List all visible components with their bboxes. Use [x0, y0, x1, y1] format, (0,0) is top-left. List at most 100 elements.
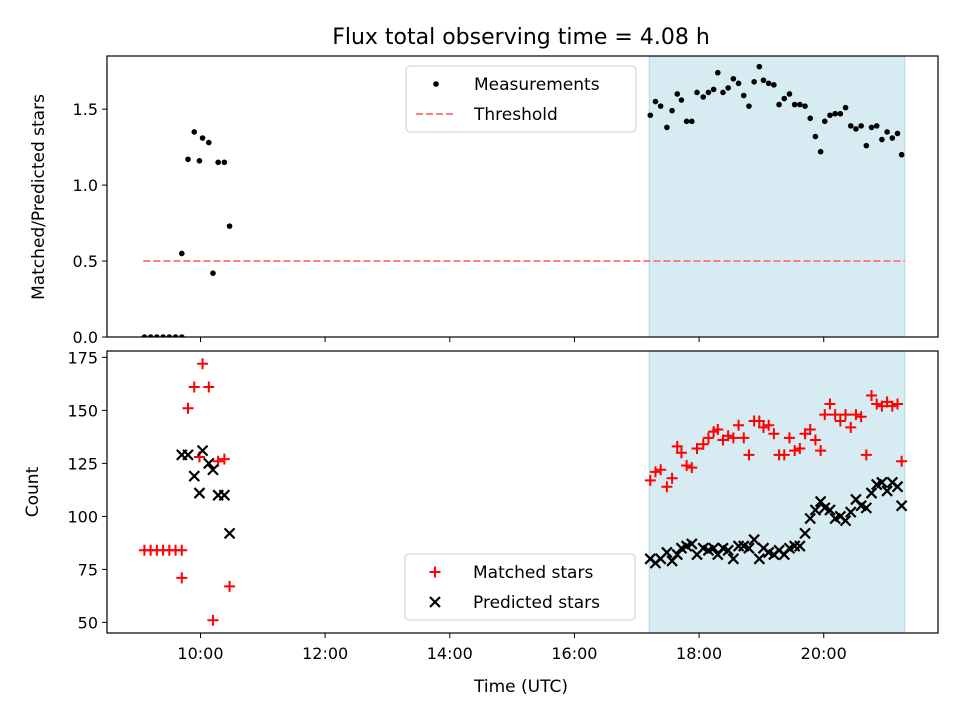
measurement-point	[166, 334, 173, 337]
matched-star-point	[675, 447, 687, 459]
matched-star-point	[661, 481, 673, 493]
measurement-point	[756, 63, 763, 70]
measurement-point	[652, 98, 659, 105]
y-tick-label: 125	[67, 454, 98, 473]
matched-star-point	[686, 462, 698, 474]
matched-star-point	[212, 455, 224, 467]
y-tick-label: 75	[78, 560, 98, 579]
matched-star-point	[188, 381, 200, 393]
predicted-star-point	[891, 480, 904, 493]
measurement-point	[751, 79, 757, 85]
matched-star-point	[860, 449, 872, 461]
predicted-star-point	[794, 540, 806, 552]
measurement-point	[832, 110, 838, 117]
matched-star-point	[655, 464, 667, 476]
matched-star-point	[850, 409, 862, 421]
measurement-point	[196, 158, 203, 164]
matched-star-point	[896, 455, 908, 467]
y-tick-label: 50	[78, 613, 98, 632]
measurement-point	[884, 129, 890, 135]
matched-star-point	[738, 432, 750, 444]
measurement-point	[807, 115, 814, 122]
matched-star-point	[218, 453, 230, 465]
measurement-point	[781, 95, 788, 102]
predicted-star-point	[860, 502, 873, 514]
predicted-star-point	[196, 444, 209, 457]
measurement-point	[776, 101, 782, 108]
x-axis-label: Time (UTC)	[473, 677, 568, 697]
matched-star-point	[789, 445, 801, 457]
legend: Measurements Threshold	[405, 65, 637, 133]
matched-star-point	[778, 449, 790, 461]
measurement-point	[853, 126, 859, 132]
predicted-star-point	[748, 533, 760, 546]
predicted-star-point	[876, 476, 888, 489]
matched-star-point	[819, 409, 831, 421]
matched-star-point	[176, 544, 188, 556]
predicted-star-point	[671, 548, 684, 561]
measurement-point	[894, 130, 901, 137]
measurement-point	[191, 129, 198, 135]
x-tick-label: 14:00	[427, 644, 473, 663]
matched-star-point	[840, 409, 852, 421]
y-tick-label: 0.5	[73, 252, 98, 271]
measurement-point	[837, 110, 844, 117]
predicted-star-point	[661, 546, 673, 559]
matched-star-point	[649, 466, 661, 478]
legend-box	[404, 553, 636, 621]
observing-window-highlight	[648, 350, 906, 634]
matched-star-point	[804, 423, 816, 435]
matched-star-point	[891, 398, 903, 410]
matched-star-point	[691, 443, 703, 455]
measurement-point	[740, 92, 747, 99]
predicted-star-point	[804, 512, 817, 525]
measurement-point	[694, 89, 700, 96]
measurement-point	[221, 159, 228, 166]
matched-star-point	[829, 409, 841, 421]
measurement-point	[879, 136, 885, 143]
matched-star-point	[809, 434, 821, 446]
measurement-point	[700, 94, 707, 100]
predicted-star-point	[881, 485, 893, 497]
measurement-point	[898, 151, 905, 158]
matched-star-point	[697, 438, 709, 450]
matched-star-point	[207, 614, 219, 626]
x-tick-label: 10:00	[177, 644, 223, 663]
matched-star-point	[644, 474, 656, 486]
matched-star-point	[886, 400, 898, 412]
matched-star-point	[753, 415, 765, 427]
plot-area	[141, 63, 905, 337]
predicted-star-point	[686, 538, 698, 550]
top-y-axis-label: Matched/Predicted stars	[29, 94, 49, 300]
measurement-point	[683, 118, 690, 125]
matched-star-point	[727, 432, 739, 444]
predicted-star-point	[193, 487, 206, 499]
measurement-point	[817, 148, 824, 155]
legend-threshold-label: Threshold	[473, 105, 558, 125]
legend-measurements-label: Measurements	[474, 75, 600, 95]
matched-star-point	[855, 411, 867, 423]
measurement-point	[858, 123, 864, 129]
measurement-point	[765, 80, 772, 87]
measurement-point	[714, 69, 721, 76]
measurement-point	[664, 124, 670, 131]
predicted-star-point	[844, 506, 857, 518]
predicted-star-point	[814, 495, 827, 508]
measurement-point	[674, 91, 681, 97]
x-tick-label: 12:00	[302, 644, 348, 663]
matched-star-point	[815, 445, 827, 457]
predicted-star-point	[895, 500, 908, 512]
matched-star-point	[733, 419, 745, 431]
measurement-point	[812, 133, 819, 140]
measurement-point	[889, 135, 896, 141]
measurement-point	[669, 107, 675, 114]
predicted-star-point	[865, 487, 878, 499]
measurement-point	[147, 334, 154, 337]
measurement-point	[821, 118, 828, 125]
legend-plus-icon	[429, 566, 441, 578]
measurement-point	[873, 123, 880, 129]
matched-star-point	[182, 402, 194, 414]
legend-predicted-stars-label: Predicted stars	[473, 593, 600, 613]
matched-star-point	[712, 423, 724, 435]
